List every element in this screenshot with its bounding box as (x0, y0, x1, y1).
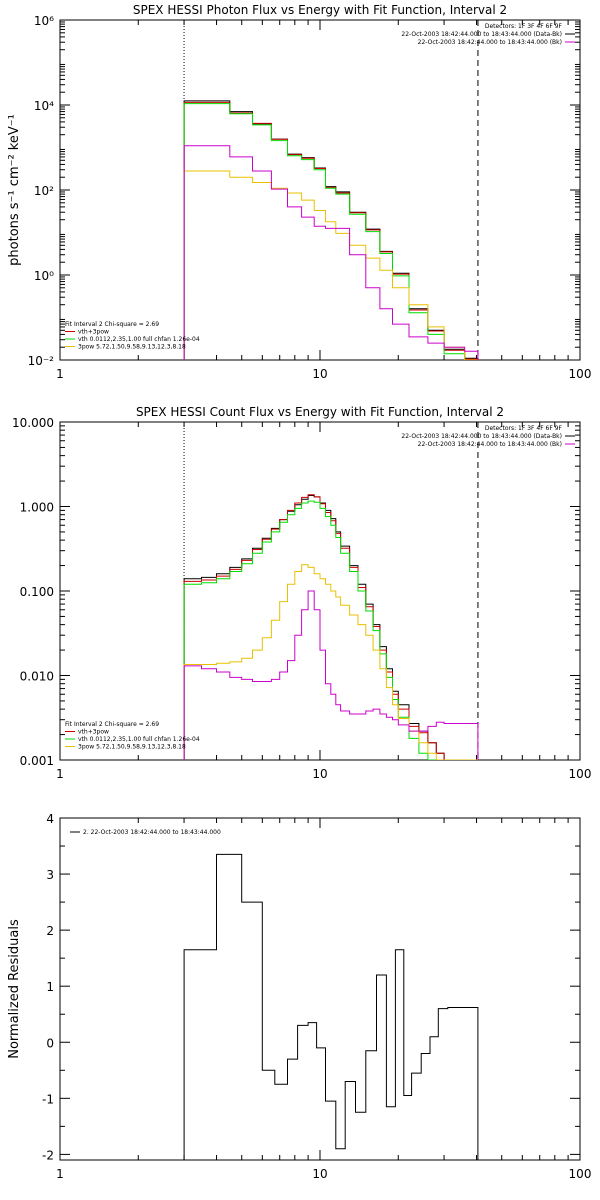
legend-entry: 3pow 5.72,1.50,9.58,9.13,12.3,8.18 (78, 744, 186, 751)
y-tick-label: 10² (34, 184, 54, 198)
x-tick-label: 100 (569, 367, 592, 381)
x-tick-label: 100 (569, 1167, 592, 1181)
series-line-4 (183, 564, 478, 760)
x-tick-label: 100 (569, 767, 592, 781)
series-line-1 (183, 853, 479, 1160)
y-tick-label: 1 (46, 980, 54, 994)
legend-title: Fit Interval 2 Chi-square = 2.69 (65, 721, 159, 728)
legend-entry: vth+3pow (78, 329, 109, 336)
y-tick-label: 0 (46, 1036, 54, 1050)
y-tick-label: 0.001 (20, 754, 54, 768)
y-tick-label: 1.000 (20, 501, 54, 515)
y-axis-label: Normalized Residuals (7, 919, 22, 1059)
panel-1: SPEX HESSI Photon Flux vs Energy with Fi… (7, 3, 591, 381)
legend-entry: vth 0.0112,2.35,1.00 full chfan 1.26e-04 (78, 336, 200, 343)
legend-entry: vth+3pow (78, 729, 109, 736)
legend-title: Fit Interval 2 Chi-square = 2.69 (65, 321, 159, 328)
x-tick-label: 1 (56, 367, 64, 381)
y-tick-label: 10⁴ (34, 99, 54, 113)
plot-frame (59, 817, 581, 1161)
x-tick-label: 1 (56, 767, 64, 781)
y-tick-label: -2 (42, 1148, 54, 1162)
x-tick-label: 10 (312, 767, 327, 781)
y-tick-label: 0.010 (20, 670, 54, 684)
y-tick-label: 10.000 (12, 416, 54, 430)
y-tick-label: 0.100 (20, 585, 54, 599)
header-line: 22-Oct-2003 18:42:44.000 to 18:43:44.000… (418, 441, 562, 448)
panel-3: Normalized Residuals 1 10 100 -2 -1 0 1 2 3 4 2. 22… (7, 812, 591, 1181)
panel-2: SPEX HESSI Count Flux vs Energy with Fit… (12, 405, 591, 781)
series-line-5 (183, 590, 479, 760)
header-line: Detectors: 1F 3F 4F 6F 9F (485, 425, 563, 432)
y-tick-label: 10⁰ (34, 269, 54, 283)
series-line-2 (183, 494, 478, 760)
series-line-4 (183, 170, 478, 360)
y-tick-label: -1 (42, 1092, 54, 1106)
x-tick-label: 10 (312, 1167, 327, 1181)
y-tick-label: 10⁻² (28, 354, 55, 368)
plot-frame (59, 19, 581, 361)
header-line: 22-Oct-2003 18:42:44.000 to 18:43:44.000… (401, 433, 562, 440)
header-line: Detectors: 1F 3F 4F 6F 9F (485, 23, 563, 30)
legend-entry: vth 0.0112,2.35,1.00 full chfan 1.26e-04 (78, 736, 200, 743)
series-line-5 (183, 145, 479, 360)
series-line-1 (183, 100, 479, 360)
x-tick-label: 1 (56, 1167, 64, 1181)
chart-title: SPEX HESSI Photon Flux vs Energy with Fi… (133, 3, 507, 17)
y-tick-label: 4 (46, 812, 54, 826)
series-line-1 (183, 495, 478, 760)
legend-entry: 2. 22-Oct-2003 18:42:44.000 to 18:43:44.… (83, 829, 221, 836)
series-line-3 (183, 103, 478, 360)
header-line: 22-Oct-2003 18:42:44.000 to 18:43:44.000… (401, 31, 562, 38)
x-tick-label: 10 (312, 367, 327, 381)
series-line-2 (183, 101, 479, 360)
series-line-3 (183, 500, 478, 760)
legend-entry: 3pow 5.72,1.50,9.58,9.13,12.3,8.18 (78, 344, 186, 351)
y-tick-label: 2 (46, 924, 54, 938)
header-line: 22-Oct-2003 18:42:44.000 to 18:43:44.000… (418, 39, 562, 46)
y-tick-label: 3 (46, 868, 54, 882)
chart-title: SPEX HESSI Count Flux vs Energy with Fit… (136, 405, 504, 419)
plot-frame (59, 421, 581, 761)
y-tick-label: 10⁶ (34, 14, 54, 28)
y-axis-label: photons s⁻¹ cm⁻² keV⁻¹ (7, 114, 22, 266)
